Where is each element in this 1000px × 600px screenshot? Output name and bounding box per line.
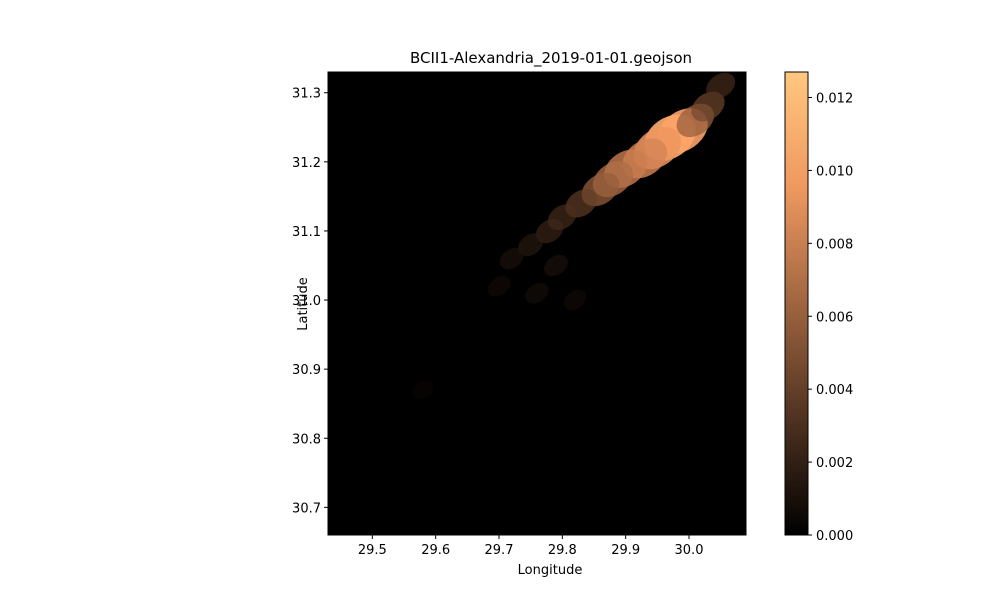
- heatmap-hotspot: [517, 233, 544, 257]
- heatmap-hotspot: [535, 218, 564, 244]
- x-tick-label: 29.6: [421, 543, 450, 558]
- x-tick-label: 29.8: [548, 543, 577, 558]
- x-tick-label: 30.0: [675, 543, 704, 558]
- y-axis-label: Latitude: [296, 277, 311, 331]
- y-tick-label: 30.7: [292, 501, 321, 516]
- y-tick-label: 31.3: [292, 87, 321, 102]
- y-tick-label: 31.1: [292, 225, 321, 240]
- colorbar-tick-label: 0.012: [816, 92, 853, 107]
- x-tick-label: 29.7: [485, 543, 514, 558]
- heatmap-hotspot: [691, 91, 725, 122]
- colorbar-ticks: 0.000 0.002 0.004 0.006 0.008 0.010 0.012: [808, 92, 853, 544]
- heatmap-hotspot: [412, 380, 434, 400]
- heatmap-hotspot: [487, 276, 511, 297]
- heatmap-cells: [412, 72, 736, 400]
- chart-title: BCII1-Alexandria_2019-01-01.geojson: [410, 49, 692, 68]
- x-axis-label: Longitude: [518, 563, 583, 578]
- colorbar: 0.000 0.002 0.004 0.006 0.008 0.010 0.012: [784, 71, 853, 544]
- heatmap-hotspot: [499, 247, 524, 270]
- y-tick-label: 30.8: [292, 432, 321, 447]
- y-tick-label: 30.9: [292, 363, 321, 378]
- heatmap-hotspot: [563, 289, 587, 311]
- y-tick-label: 31.0: [292, 294, 321, 309]
- colorbar-tick-label: 0.004: [816, 383, 853, 398]
- x-tick-label: 29.9: [611, 543, 640, 558]
- heatmap-hotspot: [525, 282, 549, 304]
- plot-frame: [327, 71, 747, 536]
- heatmap-hotspot: [544, 254, 568, 277]
- colorbar-tick-label: 0.002: [816, 456, 853, 471]
- colorbar-tick-label: 0.008: [816, 237, 853, 252]
- colorbar-tick-label: 0.000: [816, 529, 853, 544]
- plot-area: [327, 71, 747, 536]
- colorbar-tick-label: 0.006: [816, 310, 853, 325]
- x-axis: 29.5 29.6 29.7 29.8 29.9 30.0: [358, 535, 704, 558]
- y-axis: 30.7 30.8 30.9 31.0 31.1 31.2 31.3: [292, 87, 328, 516]
- y-tick-label: 31.2: [292, 156, 321, 171]
- heatmap-hotspot: [706, 72, 736, 99]
- colorbar-gradient: [784, 71, 809, 536]
- x-tick-label: 29.5: [358, 543, 387, 558]
- colorbar-tick-label: 0.010: [816, 164, 853, 179]
